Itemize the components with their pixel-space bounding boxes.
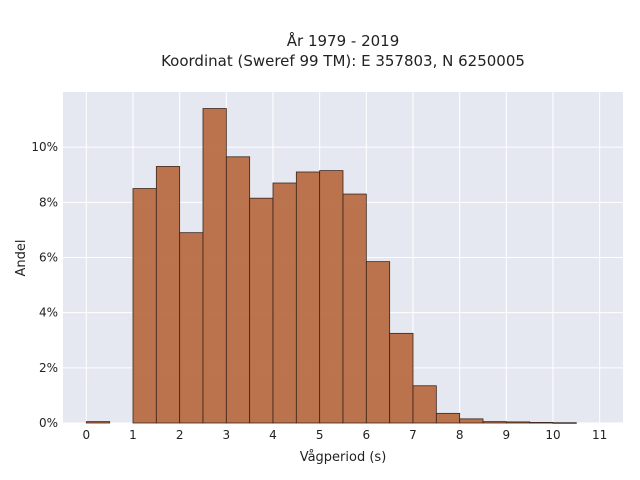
- histogram-bar: [179, 232, 204, 424]
- histogram-bar: [249, 197, 274, 424]
- x-tick-label: 5: [316, 428, 324, 442]
- y-tick-label: 4%: [39, 306, 58, 320]
- histogram-bar: [342, 193, 367, 424]
- histogram-bar: [482, 421, 507, 424]
- histogram-bar: [529, 422, 554, 424]
- histogram-bar: [225, 156, 251, 424]
- histogram-bar: [505, 421, 531, 424]
- x-tick-label: 3: [223, 428, 231, 442]
- histogram-bar: [202, 108, 227, 424]
- histogram-bar: [435, 412, 461, 424]
- y-axis-label: Andel: [14, 240, 29, 277]
- histogram-bar: [155, 166, 181, 424]
- x-tick-label: 11: [592, 428, 607, 442]
- histogram-bar: [365, 261, 391, 424]
- x-tick-label: 1: [129, 428, 137, 442]
- y-tick-label: 6%: [39, 251, 58, 265]
- x-tick-label: 0: [83, 428, 91, 442]
- x-axis-label: Vågperiod (s): [300, 450, 387, 465]
- x-tick-label: 6: [363, 428, 371, 442]
- histogram-bar: [132, 188, 157, 424]
- x-tick-label: 9: [503, 428, 511, 442]
- histogram-bar: [412, 385, 437, 424]
- x-tick-label: 10: [545, 428, 560, 442]
- histogram-bar: [459, 418, 484, 424]
- histogram-bar: [319, 170, 344, 424]
- bars-group: [85, 108, 577, 424]
- y-tick-label: 2%: [39, 361, 58, 375]
- chart-title: År 1979 - 2019: [287, 31, 400, 50]
- x-tick-label: 7: [409, 428, 417, 442]
- y-tick-label: 0%: [39, 416, 58, 430]
- y-tick-labels: 0% 2% 4% 6% 8% 10%: [31, 140, 58, 430]
- x-tick-labels: 0 1 2 3 4 5 6 7 8 9 10 11: [83, 428, 608, 442]
- x-tick-label: 4: [269, 428, 277, 442]
- histogram-bar: [272, 182, 297, 424]
- y-tick-label: 10%: [31, 140, 58, 154]
- histogram-bar: [295, 171, 321, 424]
- y-tick-label: 8%: [39, 195, 58, 209]
- histogram-bar: [389, 332, 414, 424]
- x-tick-label: 2: [176, 428, 184, 442]
- chart-subtitle: Koordinat (Sweref 99 TM): E 357803, N 62…: [161, 52, 525, 70]
- histogram-bar: [85, 421, 111, 424]
- histogram-bar: [552, 422, 577, 424]
- x-tick-label: 8: [456, 428, 464, 442]
